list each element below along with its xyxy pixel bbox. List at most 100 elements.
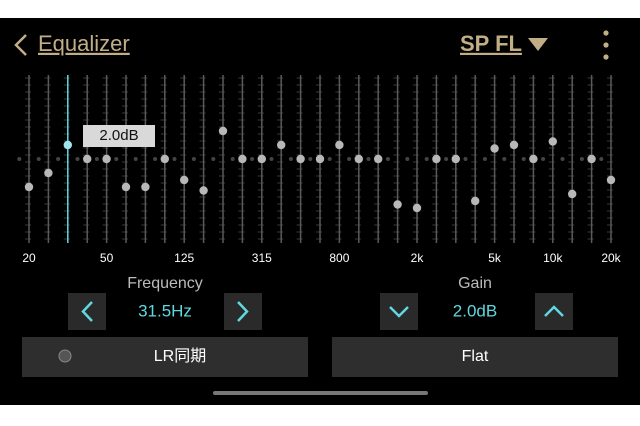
gain-down-button[interactable] xyxy=(380,293,418,330)
slider-knob[interactable] xyxy=(296,154,305,164)
slider-knob[interactable] xyxy=(24,182,34,192)
center-dot xyxy=(288,157,293,161)
dropdown-arrow[interactable] xyxy=(528,38,548,51)
slider-knob[interactable] xyxy=(374,154,383,164)
center-dot xyxy=(250,157,255,161)
toggle-indicator xyxy=(58,349,72,363)
gain-up-button[interactable] xyxy=(535,293,573,330)
slider-knob[interactable] xyxy=(83,154,92,164)
slider-knob[interactable] xyxy=(548,137,557,146)
center-dot xyxy=(308,157,313,161)
slider-knob[interactable] xyxy=(393,200,402,209)
slider-knob[interactable] xyxy=(606,175,616,185)
band-label: 315 xyxy=(252,251,272,265)
center-dot xyxy=(463,157,468,161)
slider-knob[interactable] xyxy=(141,182,150,192)
icon xyxy=(237,301,249,322)
slider-knob[interactable] xyxy=(412,203,422,213)
band-label: 20 xyxy=(22,251,36,265)
header: Equalizer SP FL xyxy=(14,30,609,60)
band-label: 5k xyxy=(488,251,502,265)
center-dot xyxy=(560,157,565,161)
frequency-value: 31.5Hz xyxy=(138,301,192,320)
freq-up-button[interactable] xyxy=(224,293,262,330)
center-dot xyxy=(17,157,22,161)
slider-knob[interactable] xyxy=(432,154,441,164)
tooltip-box xyxy=(83,125,155,147)
center-dot xyxy=(327,157,332,161)
center-dot xyxy=(405,157,410,161)
slider-knob[interactable] xyxy=(199,186,208,195)
gain-label: Gain xyxy=(458,275,492,292)
band-label: 20k xyxy=(601,251,621,265)
center-dot xyxy=(269,157,274,161)
center-dot xyxy=(385,157,390,161)
center-dot xyxy=(521,157,526,161)
center-dot xyxy=(482,157,487,161)
band-label: 800 xyxy=(329,251,349,265)
slider-knob[interactable] xyxy=(335,140,344,150)
center-dot xyxy=(366,157,371,161)
slider-knob[interactable] xyxy=(44,168,53,178)
gain-value: 2.0dB xyxy=(453,301,497,320)
center-dot xyxy=(172,157,177,161)
slider-knob[interactable] xyxy=(568,189,577,199)
slider-knob[interactable] xyxy=(218,126,228,136)
screen-title[interactable]: Equalizer xyxy=(38,31,130,56)
center-dot xyxy=(211,157,216,161)
icon xyxy=(389,306,409,318)
center-dot xyxy=(579,157,584,161)
slider-knob[interactable] xyxy=(277,140,286,150)
center-dot xyxy=(230,157,235,161)
icon xyxy=(81,301,93,322)
center-dot xyxy=(599,157,604,161)
slider-knob[interactable] xyxy=(490,144,499,153)
center-dot xyxy=(502,157,507,161)
flat-button[interactable] xyxy=(332,337,618,377)
band-label: 10k xyxy=(543,251,563,265)
slider-knob[interactable] xyxy=(180,175,189,185)
slider-knob[interactable] xyxy=(529,154,538,164)
back-arrow[interactable] xyxy=(14,34,27,56)
center-dot xyxy=(191,157,196,161)
slider-knob[interactable] xyxy=(257,154,266,164)
center-dot xyxy=(347,157,352,161)
channel-select[interactable]: SP FL xyxy=(460,31,522,56)
slider-knob[interactable] xyxy=(238,154,247,164)
slider-knob[interactable] xyxy=(354,154,363,164)
center-dot xyxy=(153,157,158,161)
home-indicator xyxy=(213,391,428,395)
slider-knob[interactable] xyxy=(587,154,596,164)
menu[interactable] xyxy=(603,30,609,60)
flat-label: Flat xyxy=(462,348,489,365)
slider-knob[interactable] xyxy=(509,140,519,150)
equalizer: 20 50 125 315 800 2k 5k 10k 20k xyxy=(17,75,622,265)
band-label: 125 xyxy=(174,251,194,265)
center-dot xyxy=(56,157,61,161)
band-label: 50 xyxy=(100,251,114,265)
freq-down-button[interactable] xyxy=(68,293,106,330)
controls: Frequency 31.5Hz Gain 2.0dB xyxy=(68,275,573,330)
frequency-label: Frequency xyxy=(127,275,203,292)
band-label: 2k xyxy=(411,251,425,265)
slider-knob[interactable] xyxy=(121,182,131,192)
slider-knob[interactable] xyxy=(63,140,72,150)
icon xyxy=(544,305,564,317)
slider-knob[interactable] xyxy=(315,154,325,164)
buttons: LR同期 Flat xyxy=(22,337,618,377)
tooltip: 2.0dB xyxy=(99,127,138,144)
center-dot xyxy=(94,157,99,161)
slider-knob[interactable] xyxy=(160,154,169,164)
center-dot xyxy=(114,157,119,161)
slider-knob[interactable] xyxy=(471,196,480,206)
center-dot xyxy=(541,157,546,161)
center-dot xyxy=(36,157,41,161)
center-dot xyxy=(133,157,138,161)
slider-knob[interactable] xyxy=(451,154,460,164)
center-dot xyxy=(75,157,80,161)
center-dot xyxy=(424,157,429,161)
slider-knob[interactable] xyxy=(102,154,111,164)
lr-sync-label: LR同期 xyxy=(154,347,206,365)
